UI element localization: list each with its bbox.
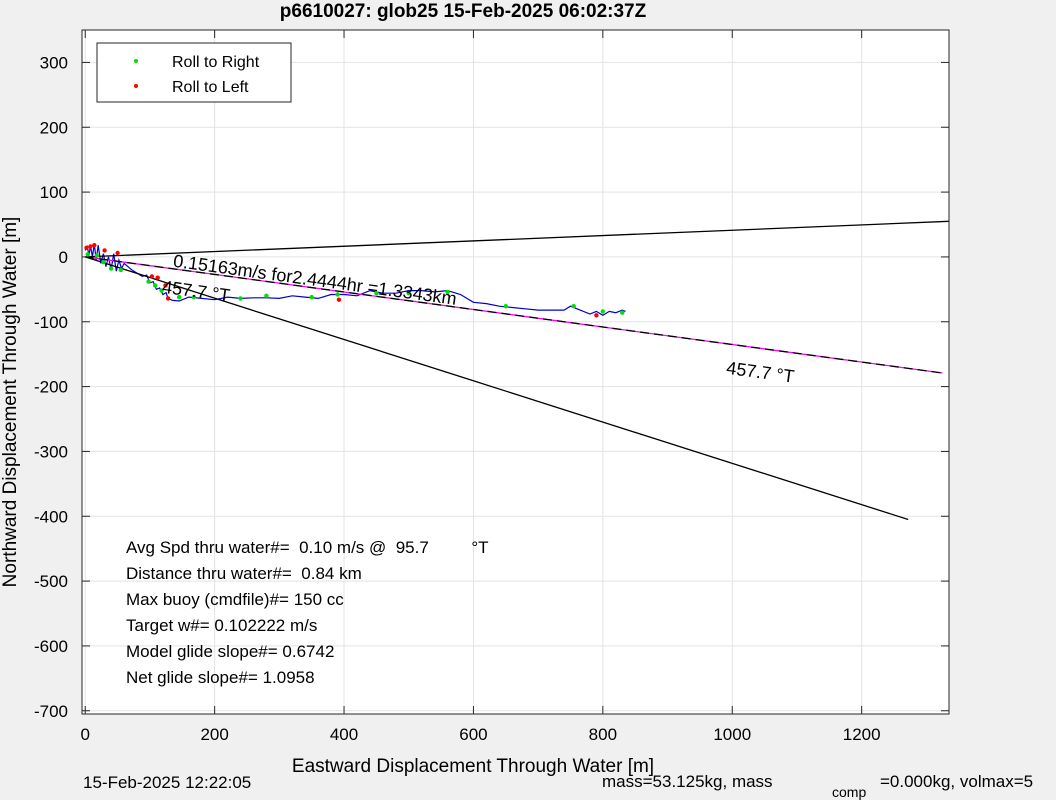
roll-left-point xyxy=(594,313,599,318)
roll-right-point xyxy=(238,296,243,301)
roll-right-point xyxy=(152,283,158,288)
footer-timestamp: 15-Feb-2025 12:22:05 xyxy=(83,773,251,792)
stats-block: Avg Spd thru water#= 0.10 m/s @ 95.7 °T … xyxy=(126,538,489,687)
y-tick-label: -200 xyxy=(34,378,68,397)
roll-right-point xyxy=(406,291,411,296)
y-tick-label: -600 xyxy=(34,637,68,656)
stat-target-w: Target w#= 0.102222 m/s xyxy=(126,616,317,635)
roll-left-point xyxy=(163,283,168,288)
roll-right-point xyxy=(118,267,124,273)
data-layer xyxy=(84,220,950,521)
y-tick-label: -700 xyxy=(34,702,68,721)
legend: Roll to Right Roll to Left xyxy=(96,42,292,103)
y-tick-label: -400 xyxy=(34,507,68,526)
roll-right-point xyxy=(159,288,164,293)
axis-ticks: 0 200 400 600 800 1000 12003002001000-100-200-… xyxy=(34,30,949,744)
stat-distance: Distance thru water#= 0.84 km xyxy=(126,564,362,583)
chart-title: p6610027: glob25 15-Feb-2025 06:02:37Z xyxy=(280,1,647,22)
heading-dashed-line xyxy=(85,256,943,374)
grid xyxy=(82,30,949,714)
x-tick-label: 400 xyxy=(330,725,358,744)
x-tick-label: 1200 xyxy=(843,725,881,744)
roll-left-point xyxy=(115,250,120,256)
roll-left-point xyxy=(165,296,171,301)
legend-label-right: Roll to Right xyxy=(172,54,260,71)
roll-right-point xyxy=(146,279,151,284)
stat-model-glide: Model glide slope#= 0.6742 xyxy=(126,642,334,661)
stat-avg-speed: Avg Spd thru water#= 0.10 m/s @ 95.7 °T xyxy=(126,538,489,557)
y-tick-label: -500 xyxy=(34,572,68,591)
roll-left-point xyxy=(336,297,342,302)
roll-left-point xyxy=(149,274,155,279)
x-tick-label: 1000 xyxy=(713,725,751,744)
roll-right-point xyxy=(445,289,450,295)
roll-right-point xyxy=(176,294,182,300)
y-tick-label: 0 xyxy=(59,248,68,267)
roll-right-point xyxy=(94,253,100,258)
roll-left-point xyxy=(84,245,89,250)
reference-line xyxy=(85,220,950,258)
roll-right-point xyxy=(335,292,340,297)
footer-volmax: =0.000kg, volmax=5 xyxy=(880,772,1033,791)
stat-net-glide: Net glide slope#= 1.0958 xyxy=(126,668,315,687)
reference-line xyxy=(85,256,909,521)
x-tick-label: 800 xyxy=(589,725,617,744)
roll-right-point xyxy=(620,310,625,315)
legend-marker-right xyxy=(134,59,138,63)
footer-comp-subscript: comp xyxy=(832,784,866,800)
roll-right-point xyxy=(108,266,114,271)
roll-left-point xyxy=(92,243,97,248)
roll-left-point xyxy=(102,248,107,253)
roll-right-point xyxy=(571,304,576,309)
legend-label-left: Roll to Left xyxy=(172,79,249,96)
y-tick-label: 300 xyxy=(40,53,68,72)
roll-right-point xyxy=(85,252,91,257)
x-tick-label: 200 xyxy=(200,725,228,744)
roll-right-point xyxy=(191,294,197,300)
roll-left-point xyxy=(155,275,160,280)
footer-mass: mass=53.125kg, mass xyxy=(602,772,773,791)
roll-left-point xyxy=(88,244,93,249)
y-tick-label: -100 xyxy=(34,313,68,332)
roll-right-point xyxy=(264,293,269,298)
roll-right-point xyxy=(374,291,379,296)
x-axis-label: Eastward Displacement Through Water [m] xyxy=(292,756,654,777)
stat-max-buoy: Max buoy (cmdfile)#= 150 cc xyxy=(126,590,344,609)
y-tick-label: -300 xyxy=(34,442,68,461)
y-tick-label: 100 xyxy=(40,183,68,202)
plot-area xyxy=(82,30,949,714)
x-tick-label: 0 xyxy=(81,725,90,744)
legend-box xyxy=(96,42,292,103)
y-tick-label: 200 xyxy=(40,118,68,137)
plot-frame xyxy=(81,29,950,715)
legend-marker-left xyxy=(134,84,138,88)
roll-right-point xyxy=(101,259,106,265)
roll-right-point xyxy=(309,294,314,300)
roll-right-point xyxy=(503,304,508,309)
x-tick-label: 600 xyxy=(459,725,487,744)
roll-right-point xyxy=(600,309,605,314)
y-axis-label: Northward Displacement Through Water [m] xyxy=(0,217,21,588)
